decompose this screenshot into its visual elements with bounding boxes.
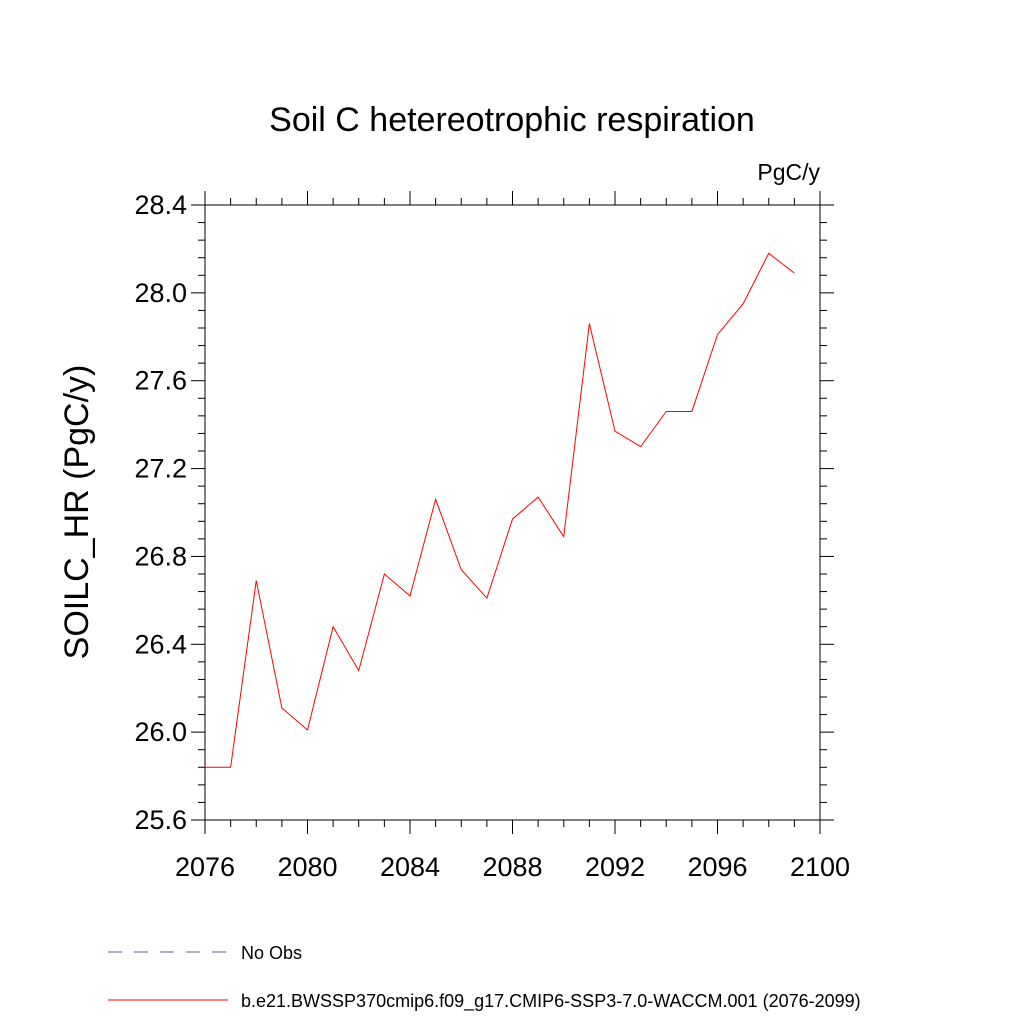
y-tick-label: 27.2 bbox=[134, 454, 187, 484]
x-tick-label: 2084 bbox=[380, 852, 440, 882]
x-axis-ticks: 2076 2080 2084 2088 2092 2096 2100 bbox=[175, 191, 850, 882]
legend-label: No Obs bbox=[241, 943, 302, 963]
units-label: PgC/y bbox=[757, 159, 820, 185]
y-tick-label: 26.8 bbox=[134, 541, 187, 571]
x-tick-label: 2096 bbox=[687, 852, 747, 882]
y-tick-label: 26.4 bbox=[134, 629, 187, 659]
y-axis-label: SOILC_HR (PgC/y) bbox=[58, 365, 96, 660]
y-tick-label: 28.4 bbox=[134, 190, 187, 220]
y-tick-label: 28.0 bbox=[134, 278, 187, 308]
y-axis-ticks: 25.6 26.0 26.4 26.8 27.2 27.6 28.0 28.4 bbox=[134, 190, 834, 835]
x-tick-label: 2092 bbox=[585, 852, 645, 882]
legend: No Obs b.e21.BWSSP370cmip6.f09_g17.CMIP6-… bbox=[108, 943, 861, 1012]
series-line bbox=[205, 252, 795, 768]
y-tick-label: 26.0 bbox=[134, 717, 187, 747]
y-tick-label: 27.6 bbox=[134, 366, 187, 396]
series-layer bbox=[205, 252, 795, 768]
plot-frame bbox=[204, 204, 821, 821]
y-tick-label: 25.6 bbox=[134, 805, 187, 835]
chart-title: Soil C hetereotrophic respiration bbox=[269, 101, 755, 139]
x-tick-label: 2100 bbox=[790, 852, 850, 882]
x-tick-label: 2088 bbox=[482, 852, 542, 882]
x-tick-label: 2076 bbox=[175, 852, 235, 882]
x-tick-label: 2080 bbox=[277, 852, 337, 882]
legend-label: b.e21.BWSSP370cmip6.f09_g17.CMIP6-SSP3-7… bbox=[241, 991, 861, 1012]
